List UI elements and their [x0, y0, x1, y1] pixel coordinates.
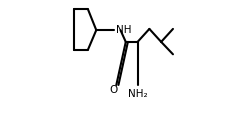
Text: O: O [110, 85, 118, 95]
Text: NH: NH [116, 25, 132, 35]
Text: NH₂: NH₂ [128, 89, 147, 99]
